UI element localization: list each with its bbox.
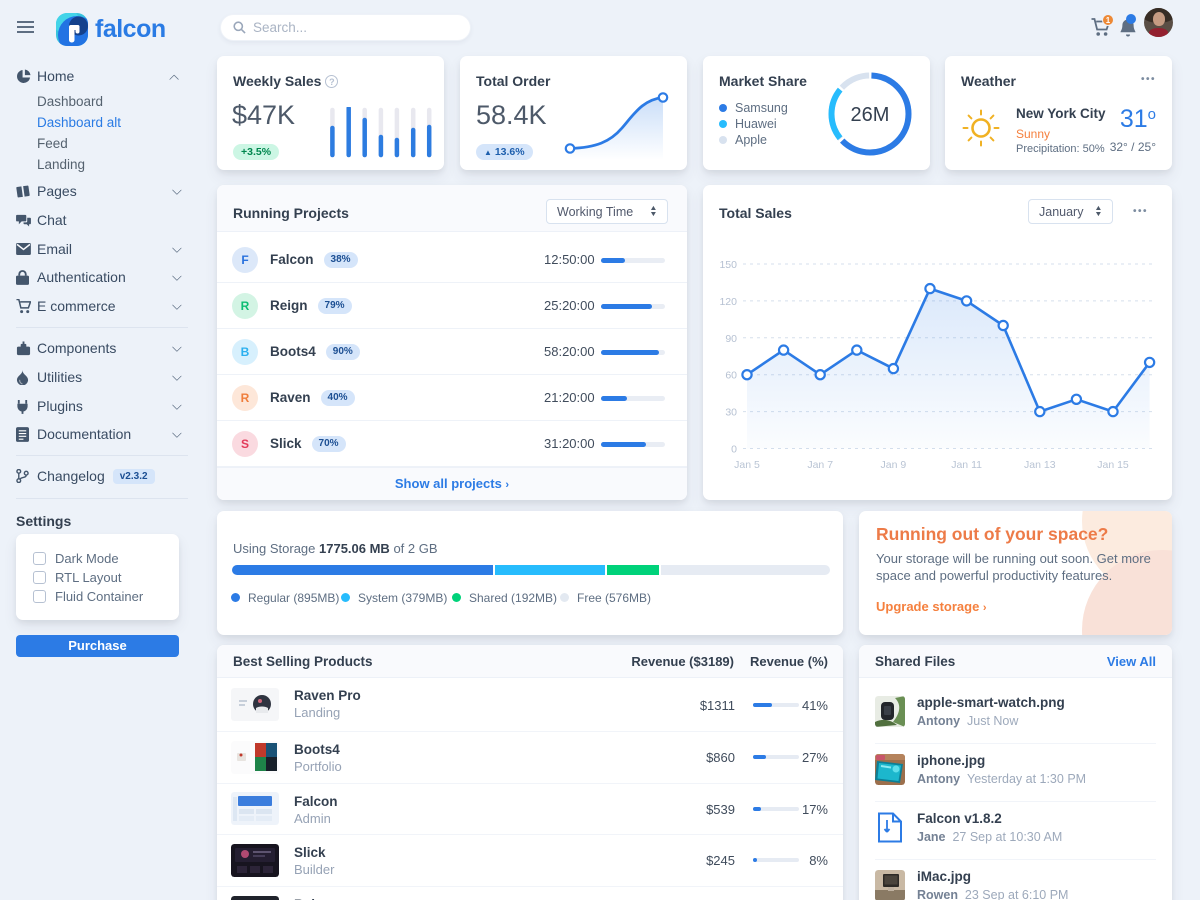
svg-text:Jan 11: Jan 11 xyxy=(951,459,982,471)
svg-text:60: 60 xyxy=(725,370,737,382)
svg-text:Jan 15: Jan 15 xyxy=(1097,459,1129,471)
svg-text:0: 0 xyxy=(731,444,737,456)
svg-text:Jan 7: Jan 7 xyxy=(807,459,833,471)
svg-text:Jan 13: Jan 13 xyxy=(1024,459,1056,471)
svg-text:26M: 26M xyxy=(851,104,890,126)
svg-text:90: 90 xyxy=(725,333,737,345)
svg-text:Jan 5: Jan 5 xyxy=(734,459,760,471)
svg-text:Jan 9: Jan 9 xyxy=(881,459,907,471)
svg-text:150: 150 xyxy=(719,259,737,271)
svg-text:120: 120 xyxy=(719,296,737,308)
svg-text:30: 30 xyxy=(725,407,737,419)
